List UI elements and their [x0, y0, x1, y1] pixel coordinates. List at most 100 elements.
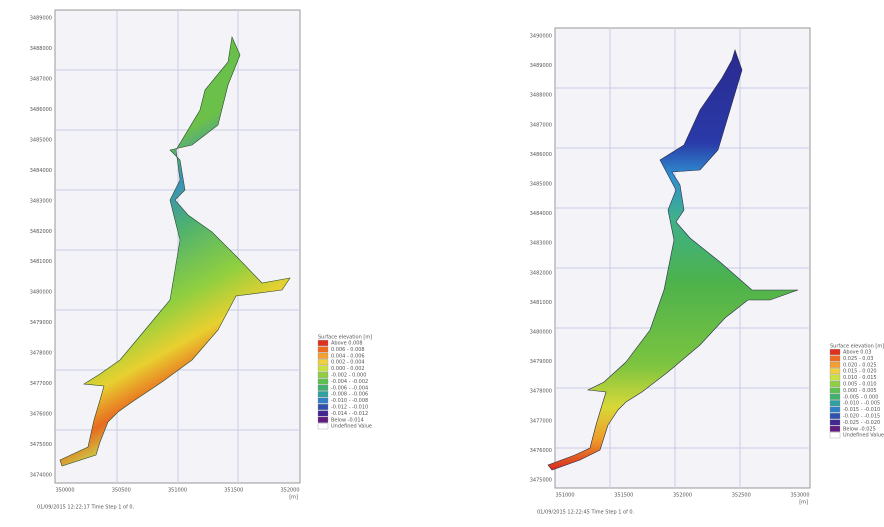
legend-swatch	[317, 416, 329, 423]
y-tick-label: 3485000	[30, 137, 52, 143]
panel: 3489000 3488000 3487000 3486000 3485000 34840…	[30, 9, 372, 511]
legend-swatch	[317, 352, 329, 359]
legend-swatch	[317, 359, 329, 366]
legend-label: -0.008 - -0.006	[331, 392, 368, 398]
y-tick-label: 3475000	[530, 478, 552, 484]
legend-label: 0.015 - 0.020	[843, 369, 877, 375]
legend-label: 0.004 - 0.006	[331, 353, 365, 359]
y-tick-label: 3484000	[30, 168, 52, 174]
legend-label: Above 0.008	[331, 341, 363, 347]
legend-label: -0.005 - 0.000	[843, 394, 878, 400]
legend-label: 0.000 - 0.002	[331, 366, 365, 372]
legend-label: -0.010 - -0.008	[331, 398, 368, 404]
legend-label: Above 0.03	[843, 350, 871, 356]
legend-swatch	[317, 346, 329, 353]
legend-swatch	[317, 410, 329, 417]
legend-swatch	[317, 384, 329, 391]
legend-swatch	[829, 381, 841, 387]
y-tick-label: 3487000	[530, 122, 552, 128]
x-tick-label: 352000	[673, 493, 692, 499]
legend-swatch	[829, 387, 841, 394]
legend-swatch	[829, 406, 841, 413]
legend-label: Below -0.014	[331, 417, 364, 423]
x-unit: [m]	[799, 500, 808, 506]
legend-label: Undefined Value	[331, 424, 372, 430]
water-body	[547, 49, 799, 471]
x-tick-label: 350500	[112, 488, 131, 494]
legend-swatch	[829, 419, 841, 426]
y-tick-label: 3489000	[530, 63, 552, 69]
legend-swatch	[317, 404, 329, 410]
y-tick-label: 3476000	[30, 412, 52, 418]
legend-swatch	[829, 361, 841, 368]
y-tick-label: 3480000	[30, 290, 52, 296]
x-tick-label: 351500	[224, 488, 243, 494]
y-tick-label: 3481000	[530, 300, 552, 306]
y-tick-label: 3482000	[530, 270, 552, 276]
legend-swatch	[829, 355, 841, 362]
y-tick-label: 3486000	[530, 152, 552, 158]
y-tick-label: 3488000	[30, 46, 52, 52]
y-tick-label: 3483000	[530, 241, 552, 247]
y-tick-label: 3487000	[30, 76, 52, 82]
water-body	[59, 35, 291, 467]
legend-label: -0.006 - -0.004	[331, 385, 368, 391]
legend-label: 0.000 - 0.005	[843, 388, 877, 394]
legend-label: -0.004 - -0.002	[331, 379, 368, 385]
y-tick-label: 3478000	[530, 389, 552, 395]
x-tick-label: 352500	[732, 493, 751, 499]
x-tick-label: 351000	[555, 493, 574, 499]
legend-label: -0.012 - -0.010	[331, 405, 368, 411]
x-tick-label: 350000	[55, 488, 74, 494]
legend-label: 0.002 - 0.004	[331, 360, 365, 366]
footer-text: 01/09/2015 12:22:17 Time Step 1 of 0.	[37, 505, 135, 511]
legend-label: 0.020 - 0.025	[843, 362, 877, 368]
legend-swatch	[317, 372, 329, 378]
y-tick-label: 3488000	[530, 93, 552, 99]
legend-swatch	[829, 374, 841, 381]
y-tick-label: 3479000	[30, 320, 52, 326]
x-unit: [m]	[289, 495, 298, 501]
legend-swatch	[317, 365, 329, 372]
x-tick-label: 351500	[614, 493, 633, 499]
y-tick-label: 3474000	[30, 473, 52, 479]
y-tick-label: 3485000	[530, 182, 552, 188]
legend-swatch	[829, 413, 841, 419]
legend-swatch	[829, 349, 841, 355]
y-tick-label: 3478000	[30, 351, 52, 357]
y-tick-label: 3477000	[30, 381, 52, 387]
x-tick-label: 351000	[168, 488, 187, 494]
legend-swatch	[317, 340, 329, 346]
legend-label: -0.002 - 0.000	[331, 373, 366, 379]
y-tick-label: 3486000	[30, 107, 52, 113]
legend-label: -0.010 - -0.005	[843, 401, 880, 407]
y-tick-label: 3476000	[530, 448, 552, 454]
legend-label: 0.025 - 0.03	[843, 356, 873, 362]
legend-label: -0.014 - -0.012	[331, 411, 368, 417]
legend-swatch	[829, 393, 841, 400]
legend-label: Below -0.025	[843, 426, 876, 432]
y-tick-label: 3475000	[30, 442, 52, 448]
y-tick-label: 3484000	[530, 211, 552, 217]
x-tick-label: 352000	[280, 488, 299, 494]
legend-swatch	[317, 378, 329, 385]
legend-swatch	[829, 425, 841, 432]
legend-label: -0.020 - -0.015	[843, 414, 880, 420]
panel: 3490000 3489000 3488000 3487000 3486000 34850…	[530, 27, 884, 516]
y-tick-label: 3482000	[30, 229, 52, 235]
y-tick-label: 3479000	[530, 359, 552, 365]
y-tick-label: 3490000	[530, 34, 552, 40]
y-tick-label: 3483000	[30, 198, 52, 204]
legend-label: 0.006 - 0.008	[331, 347, 365, 353]
legend-label: 0.005 - 0.010	[843, 382, 877, 388]
legend-swatch	[317, 391, 329, 398]
legend-label: Undefined Value	[843, 433, 884, 439]
legend-swatch	[829, 400, 841, 407]
y-tick-label: 3480000	[530, 330, 552, 336]
y-tick-label: 3477000	[530, 418, 552, 424]
y-tick-label: 3481000	[30, 259, 52, 265]
legend-label: 0.010 - 0.015	[843, 375, 877, 381]
legend-swatch	[829, 368, 841, 375]
legend-label: -0.025 - -0.020	[843, 420, 880, 426]
